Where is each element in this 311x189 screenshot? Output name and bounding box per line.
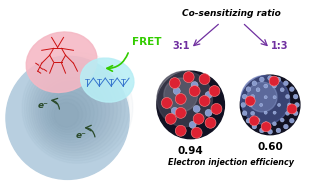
Circle shape [264, 84, 268, 88]
Circle shape [157, 71, 212, 127]
Circle shape [247, 82, 277, 112]
Circle shape [264, 96, 267, 99]
Circle shape [175, 125, 186, 136]
Circle shape [245, 96, 255, 106]
Ellipse shape [26, 32, 97, 92]
Circle shape [272, 122, 276, 126]
Circle shape [199, 95, 210, 106]
Text: Electron injection efficiency: Electron injection efficiency [168, 158, 295, 167]
Circle shape [287, 104, 297, 114]
Circle shape [287, 103, 291, 107]
Circle shape [164, 78, 197, 112]
Circle shape [183, 72, 194, 83]
Text: e⁻: e⁻ [38, 101, 49, 110]
Circle shape [189, 86, 200, 97]
Circle shape [241, 76, 290, 124]
Circle shape [157, 71, 225, 139]
Circle shape [264, 111, 267, 114]
Circle shape [249, 116, 259, 126]
Circle shape [251, 111, 255, 115]
Circle shape [242, 111, 247, 116]
Circle shape [290, 87, 294, 91]
Circle shape [259, 128, 264, 133]
Text: 1:3: 1:3 [271, 41, 289, 51]
Circle shape [249, 103, 253, 107]
Circle shape [161, 98, 172, 108]
Circle shape [251, 94, 255, 98]
Circle shape [256, 88, 260, 92]
Circle shape [284, 124, 288, 129]
Text: 0.94: 0.94 [178, 146, 203, 156]
Circle shape [273, 111, 276, 114]
Circle shape [165, 113, 176, 124]
Circle shape [241, 103, 246, 107]
Circle shape [280, 88, 284, 92]
Circle shape [193, 113, 204, 124]
Circle shape [191, 82, 198, 88]
Text: 0.60: 0.60 [257, 142, 283, 152]
Circle shape [272, 84, 276, 88]
Circle shape [285, 111, 290, 115]
Text: 3:1: 3:1 [172, 41, 189, 51]
Circle shape [175, 107, 186, 118]
Circle shape [290, 118, 294, 123]
Circle shape [268, 129, 272, 134]
Circle shape [261, 122, 271, 132]
Circle shape [191, 127, 202, 138]
Circle shape [280, 118, 284, 122]
Circle shape [246, 118, 251, 123]
Circle shape [268, 76, 272, 81]
Circle shape [242, 94, 247, 99]
Circle shape [6, 56, 129, 179]
Circle shape [189, 121, 196, 128]
Ellipse shape [81, 58, 134, 102]
Circle shape [293, 94, 298, 99]
Circle shape [246, 87, 251, 91]
Circle shape [193, 105, 200, 112]
Circle shape [264, 122, 268, 126]
Text: e⁻: e⁻ [76, 131, 86, 140]
Circle shape [199, 74, 210, 84]
Circle shape [205, 91, 212, 98]
Circle shape [285, 94, 290, 98]
Circle shape [205, 109, 212, 116]
Circle shape [276, 128, 281, 133]
Circle shape [252, 81, 257, 86]
Circle shape [205, 117, 216, 128]
Circle shape [273, 96, 276, 99]
Circle shape [256, 118, 260, 122]
Circle shape [259, 77, 264, 82]
Circle shape [284, 81, 288, 86]
Circle shape [171, 107, 178, 114]
Circle shape [295, 103, 299, 107]
Circle shape [269, 76, 279, 86]
Circle shape [293, 111, 298, 116]
Circle shape [277, 103, 281, 107]
Circle shape [240, 75, 300, 135]
Circle shape [260, 103, 263, 107]
Circle shape [209, 86, 220, 97]
Text: FRET: FRET [132, 37, 162, 47]
Circle shape [175, 94, 186, 105]
Circle shape [169, 78, 180, 88]
Circle shape [173, 88, 180, 94]
Circle shape [252, 124, 257, 129]
Circle shape [276, 77, 281, 82]
Circle shape [211, 103, 222, 114]
Text: Co-sensitizing ratio: Co-sensitizing ratio [182, 9, 281, 18]
